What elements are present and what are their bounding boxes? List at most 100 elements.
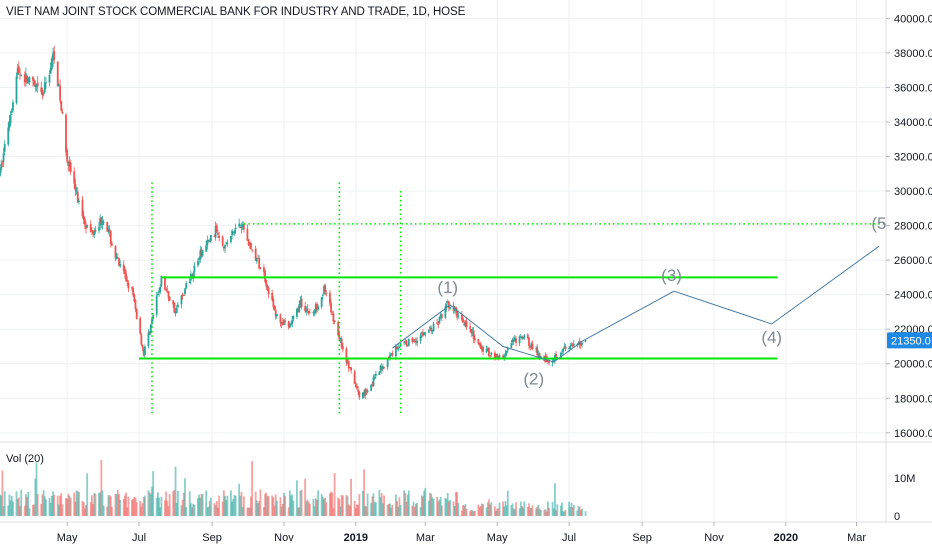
candle-body	[535, 348, 537, 350]
y-tick-label: 40000.0	[894, 13, 932, 25]
candle-body	[101, 220, 104, 225]
candle-body	[569, 346, 572, 349]
wave-label: (3)	[661, 266, 682, 285]
x-tick-label: 2019	[344, 532, 368, 544]
volume-bar	[148, 492, 151, 516]
volume-bar	[255, 500, 258, 516]
volume-bar	[569, 506, 572, 516]
candle-body	[422, 332, 424, 336]
candle-body	[304, 306, 307, 312]
volume-bar	[495, 510, 497, 516]
volume-bar	[579, 509, 582, 516]
volume-bar	[68, 495, 71, 516]
volume-bar	[127, 496, 130, 516]
candle-body	[482, 347, 484, 352]
candle-body	[379, 365, 382, 371]
candle-body	[424, 332, 427, 334]
volume-bar	[299, 490, 302, 516]
candle-body	[255, 259, 258, 262]
candle-body	[521, 336, 523, 339]
volume-bar	[266, 496, 269, 516]
y-tick-label: 16000.0	[894, 428, 932, 440]
volume-bar	[246, 507, 249, 516]
candle-body	[78, 200, 80, 203]
volume-bar	[515, 502, 517, 516]
volume-bar	[552, 508, 555, 516]
candle-body	[36, 82, 39, 87]
volume-bar	[463, 505, 466, 516]
volume-bar	[217, 507, 219, 516]
volume-bar	[556, 504, 559, 516]
volume-bar	[430, 493, 433, 516]
candle-body	[9, 114, 12, 124]
candle-body	[89, 224, 92, 232]
candle-body	[198, 258, 201, 260]
candle-body	[478, 342, 481, 346]
volume-bar	[28, 508, 31, 516]
volume-bar	[83, 508, 86, 516]
candle-body	[328, 292, 331, 304]
volume-bar	[207, 506, 210, 516]
volume-bar	[125, 492, 127, 516]
candle-body	[489, 355, 492, 357]
candle-body	[529, 345, 532, 348]
volume-bar	[561, 502, 563, 516]
volume-bar	[16, 498, 19, 516]
candle-body	[519, 337, 522, 338]
volume-bar	[115, 493, 118, 516]
candle-body	[538, 353, 541, 359]
candle-body	[374, 374, 377, 376]
candle-body	[241, 224, 244, 227]
candle-body	[7, 127, 10, 145]
y-tick-label: 34000.0	[894, 117, 932, 129]
volume-bar	[306, 499, 309, 516]
candle-body	[42, 92, 45, 95]
volume-bar	[101, 490, 104, 516]
candle-body	[364, 389, 367, 396]
wave-label: (2)	[523, 369, 544, 388]
volume-bar	[488, 499, 490, 516]
candle-body	[226, 243, 229, 245]
volume-bar	[172, 491, 175, 516]
volume-bar	[247, 507, 250, 516]
volume-bar	[559, 505, 562, 516]
candle-body	[314, 304, 317, 313]
candle-body	[447, 301, 450, 308]
candle-body	[34, 85, 37, 88]
volume-bar	[404, 492, 407, 516]
candle-body	[165, 289, 168, 291]
candle-body	[2, 153, 5, 163]
volume-bar	[35, 462, 38, 516]
volume-bar	[455, 491, 457, 516]
volume-bar	[288, 490, 291, 516]
candle-body	[151, 319, 153, 324]
candle-body	[419, 335, 422, 341]
candle-body	[266, 286, 269, 288]
volume-bar	[420, 495, 423, 516]
volume-bar	[478, 507, 481, 516]
volume-bar	[283, 493, 285, 516]
volume-bar	[107, 495, 110, 516]
candle-body	[518, 336, 521, 344]
wave-label: (1)	[437, 278, 458, 297]
candle-body	[464, 322, 467, 327]
candle-body	[316, 303, 318, 310]
candle-body	[258, 258, 261, 269]
candle-body	[456, 310, 459, 318]
volume-bar	[522, 507, 525, 516]
candle-body	[275, 314, 278, 317]
candle-body	[406, 345, 409, 347]
candle-body	[12, 102, 14, 111]
candle-body	[123, 269, 126, 274]
candle-body	[82, 215, 85, 220]
volume-bar	[206, 507, 209, 516]
volume-bar	[529, 508, 532, 516]
candle-body	[174, 311, 177, 314]
volume-bar	[482, 504, 484, 516]
volume-bar	[205, 490, 208, 516]
volume-bar	[280, 506, 283, 516]
volume-bar	[427, 500, 430, 516]
volume-bar	[503, 506, 506, 516]
candle-body	[273, 305, 276, 310]
